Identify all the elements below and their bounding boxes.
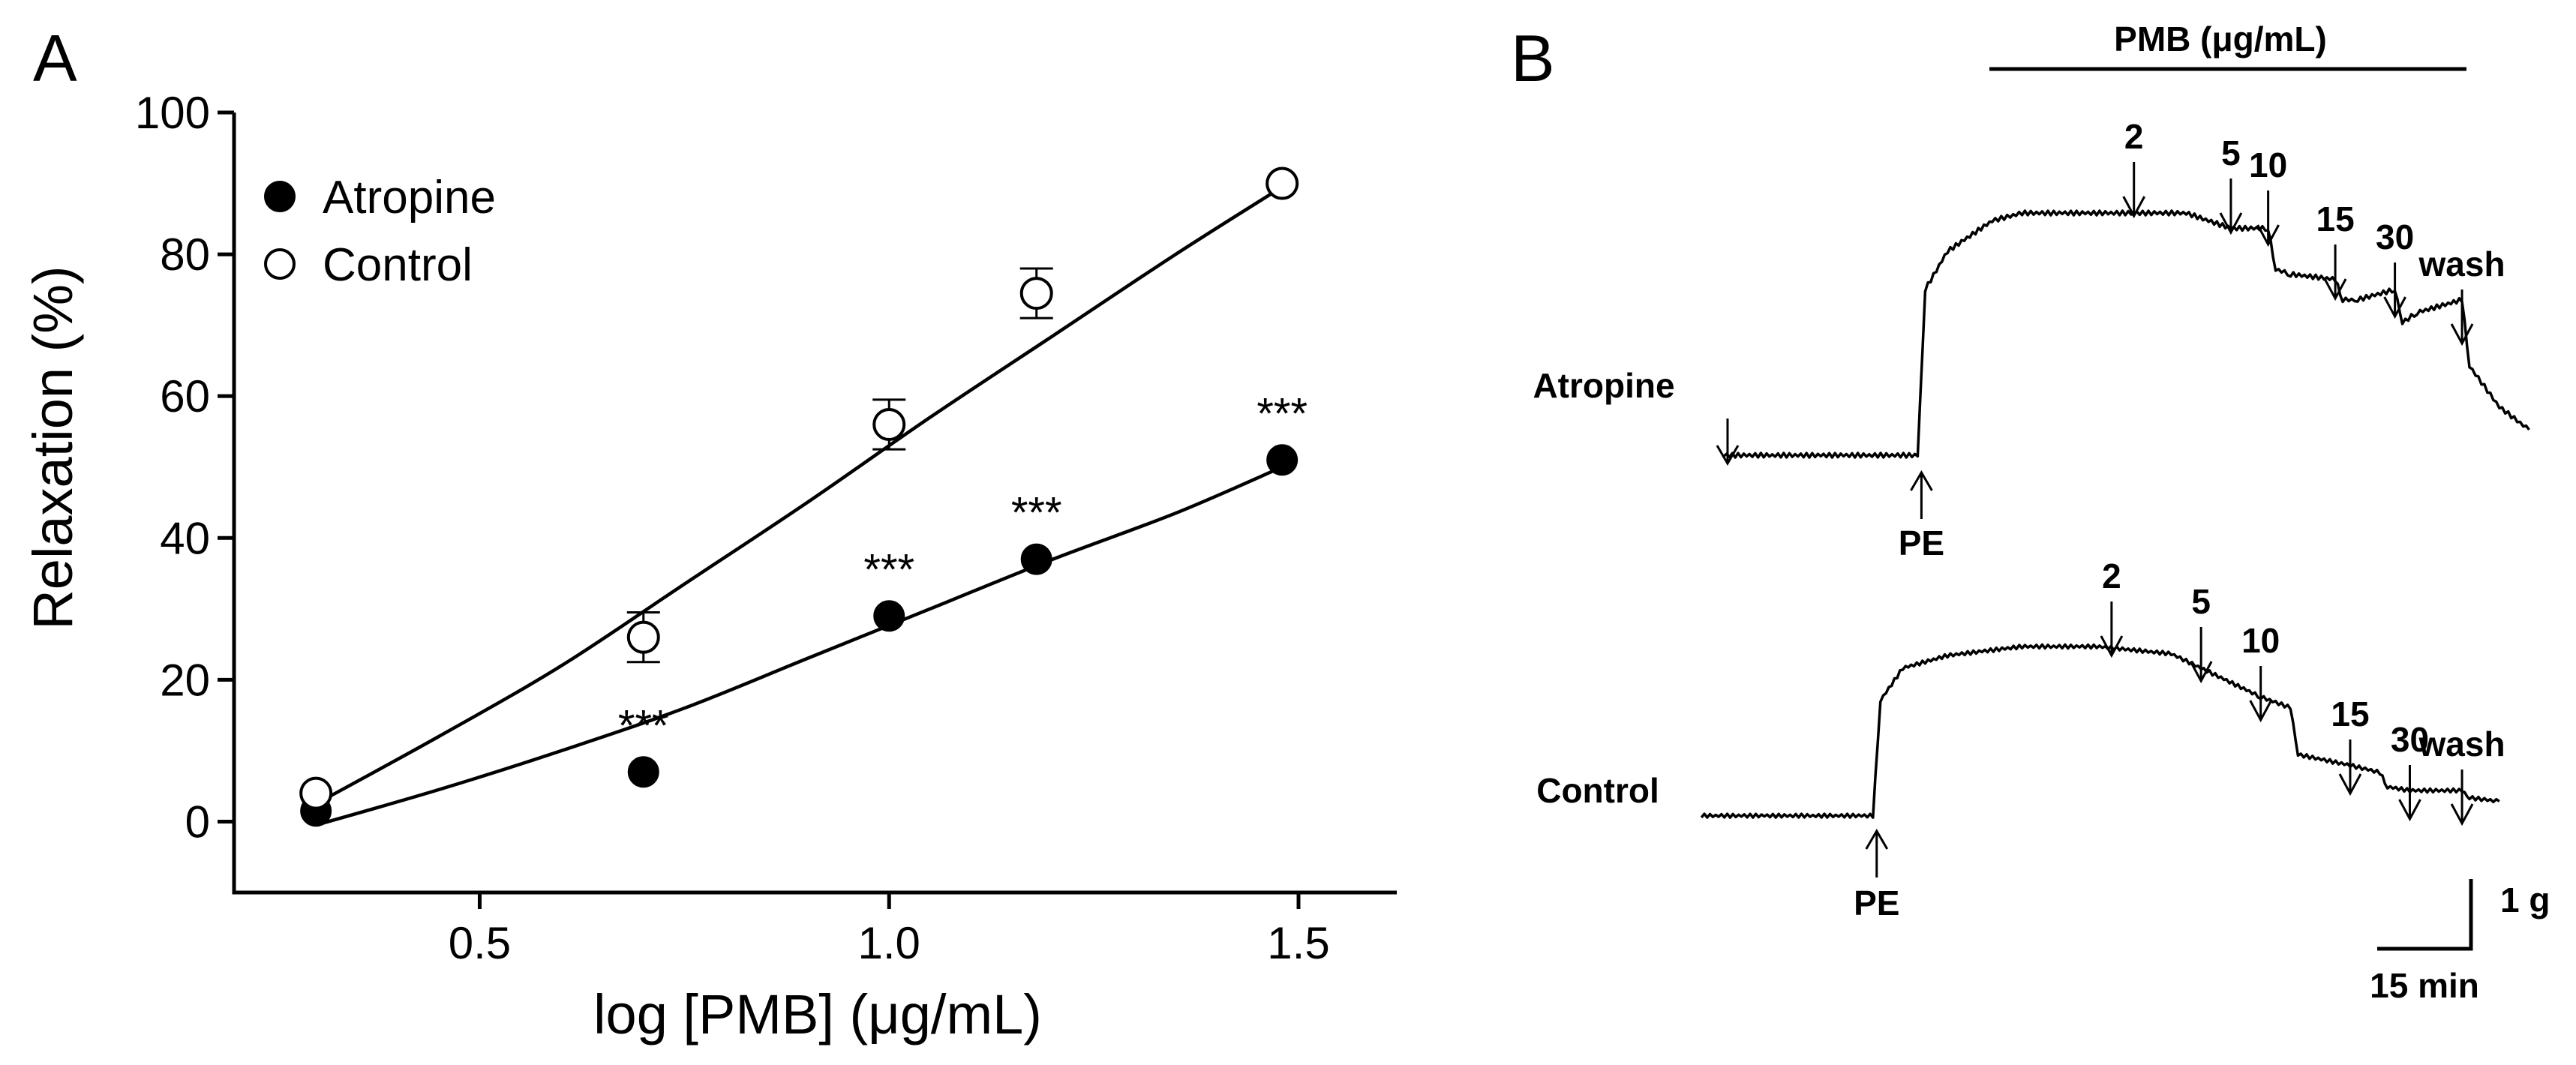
pe-arrow (1910, 470, 1933, 519)
pe-label: PE (1854, 884, 1899, 922)
significance-label: *** (618, 701, 669, 750)
panel-a-axis-lines (232, 112, 1397, 895)
panel-a-data-marks: *** *** *** *** (299, 166, 1308, 827)
dose-arrow (2383, 262, 2406, 320)
dose-arrow (2256, 190, 2280, 248)
dose-label: 2 (2102, 556, 2121, 596)
data-point-control (1019, 277, 1053, 310)
y-tick-label: 60 (160, 371, 210, 422)
y-tick-label: 20 (160, 655, 210, 705)
data-point-control (626, 620, 660, 654)
dose-arrow (2122, 162, 2146, 219)
dose-label: 5 (2191, 582, 2211, 621)
panel-letter-b: B (1511, 21, 1555, 95)
panel-a-legend: Atropine Control (264, 172, 496, 291)
y-tick-label: 80 (160, 230, 210, 280)
scale-bar-lines (2377, 879, 2473, 951)
x-tick-label: 1.0 (858, 918, 920, 968)
legend-marker (264, 181, 296, 212)
trace-control (1700, 643, 2500, 819)
panel-letter-a: A (33, 21, 77, 95)
legend-label: Atropine (323, 172, 496, 224)
data-point-atropine (1020, 543, 1052, 575)
dose-arrow (2249, 666, 2273, 723)
dose-arrow (2338, 740, 2362, 796)
scale-bar: 1 g 15 min (2370, 879, 2550, 1005)
pe-arrow (1865, 829, 1889, 878)
data-point-atropine (1266, 444, 1299, 476)
fit-curve-control (315, 185, 1283, 806)
dose-label: 5 (2221, 134, 2241, 172)
y-tick-label: 40 (160, 513, 210, 563)
panel-a-x-axis-title: log [PMB] (μg/mL) (593, 983, 1042, 1046)
dose-label: 15 (2331, 694, 2369, 734)
dose-label: 30 (2391, 720, 2429, 759)
data-point-control (299, 776, 333, 810)
data-point-atropine (873, 600, 905, 632)
dose-arrow (2398, 765, 2421, 822)
scale-bar-vertical-label: 1 g (2500, 880, 2550, 920)
fit-curve-atropine (315, 465, 1283, 827)
atropine-arrow (1716, 418, 1740, 466)
scale-bar-horizontal-label: 15 min (2370, 966, 2479, 1005)
dose-label: 2 (2124, 117, 2144, 156)
dose-label: wash (2418, 244, 2505, 284)
dose-label: 10 (2249, 146, 2287, 184)
dose-label: 10 (2241, 621, 2280, 660)
data-point-atropine (627, 756, 659, 788)
dose-label: 15 (2316, 200, 2354, 238)
x-tick-label: 1.5 (1267, 918, 1329, 968)
dose-arrow (2100, 602, 2124, 658)
pe-label: PE (1899, 524, 1944, 562)
panel-a-fit-curves (315, 185, 1283, 827)
dose-arrow (2450, 290, 2474, 346)
panel-a-y-axis-title: Relaxation (%) (22, 266, 84, 629)
significance-label: *** (863, 545, 914, 594)
legend-marker (264, 248, 296, 280)
data-point-control (1265, 166, 1299, 200)
significance-label: *** (1256, 389, 1308, 438)
dose-arrow (2323, 244, 2347, 302)
panel-a: A 0 20 40 60 80 100 0.5 1.0 1.5 *** *** *** *** Atr… (22, 21, 1397, 1046)
dose-label: 30 (2376, 218, 2414, 256)
trace-label-atropine: Atropine (1533, 366, 1674, 405)
dose-arrow (2189, 627, 2213, 684)
dose-arrow (2219, 178, 2243, 236)
panel-a-axes: 0 20 40 60 80 100 0.5 1.0 1.5 (135, 88, 1397, 968)
panel-b-title: PMB (μg/mL) (2114, 20, 2327, 58)
y-tick-label: 100 (135, 88, 210, 138)
dose-label: wash (2418, 724, 2505, 764)
data-point-control (872, 408, 906, 441)
significance-label: *** (1011, 489, 1062, 538)
legend-label: Control (323, 239, 473, 291)
trace-label-control: Control (1536, 771, 1659, 810)
x-tick-label: 0.5 (449, 918, 511, 968)
y-tick-label: 0 (185, 796, 210, 847)
dose-arrow (2450, 770, 2474, 826)
